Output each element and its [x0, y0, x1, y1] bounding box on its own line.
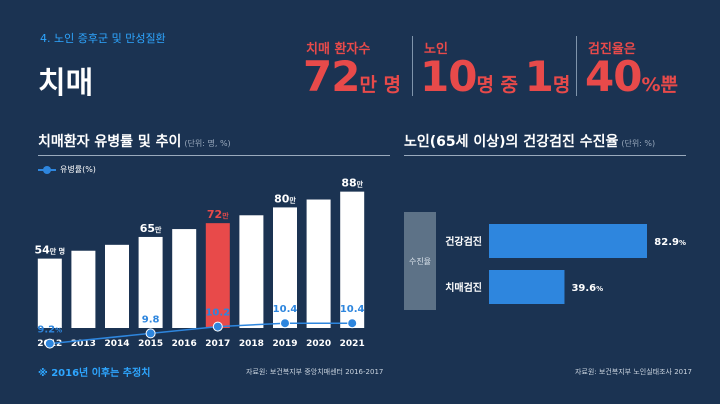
bar-2017: [205, 223, 230, 328]
right-chart-title: 노인(65세 이상)의 건강검진 수진율 (단위: %): [404, 131, 655, 151]
line-point-2021: [347, 318, 358, 329]
stat-label-screening: 검진율은: [588, 42, 636, 57]
hbar-0: [489, 224, 647, 258]
left-chart-rule: [38, 155, 390, 156]
bar-2018: [239, 215, 264, 328]
right-chart-source: 자료원: 보건복지부 노인실태조사 2017: [575, 368, 693, 376]
line-point-2019: [280, 318, 290, 329]
stat-value-elderly: 10명 중 1명: [420, 52, 570, 101]
left-chart-title-text: 치매환자 유병률 및 추이: [38, 134, 182, 150]
bar-label-2015: 65만: [140, 222, 162, 235]
bar-2012: [37, 258, 62, 328]
stat-unit: %뿐: [641, 74, 678, 96]
left-chart-title: 치매환자 유병률 및 추이 (단위: 명, %): [38, 131, 231, 151]
legend: 유병률(%): [38, 164, 96, 175]
x-tick-2015: 2015: [138, 339, 163, 349]
x-tick-2021: 2021: [340, 339, 365, 349]
line-label-2017: 10.2: [205, 308, 230, 319]
x-tick-2014: 2014: [104, 339, 129, 349]
stat-divider: [576, 36, 577, 96]
line-label-2021: 10.4: [340, 304, 365, 315]
category-label-1: 치매검진: [445, 281, 482, 294]
stat-unit: 명: [552, 74, 571, 96]
hbar-1: [489, 270, 565, 304]
stat-number: 40: [585, 52, 642, 101]
page-title: 치매: [38, 66, 94, 101]
category-label-0: 건강검진: [445, 235, 482, 248]
stat-number: 1: [524, 52, 554, 101]
left-chart-unit: (단위: 명, %): [184, 139, 231, 148]
bar-2013: [71, 250, 96, 328]
hbar-label-1: 39.6%: [571, 283, 603, 294]
bar-2014: [105, 244, 129, 328]
group-label-box: [404, 212, 436, 310]
legend-line-icon: [38, 165, 56, 174]
line-label-2019: 10.4: [273, 304, 298, 315]
bar-2021: [340, 191, 365, 328]
line-point-2015: [145, 328, 156, 339]
stat-number: 72: [303, 52, 360, 101]
bar-label-2019: 80만: [274, 192, 296, 205]
legend-label: 유병률(%): [60, 165, 96, 174]
bar-2020: [306, 199, 331, 328]
line-point-2012: [44, 338, 55, 349]
stat-number: 10: [420, 52, 477, 101]
x-tick-2018: 2018: [239, 339, 264, 349]
stat-value-patients: 72만 명: [303, 52, 401, 101]
bar-2016: [172, 229, 197, 328]
line-label-2012: 9.2%: [37, 325, 62, 336]
bar-label-2017: 72만: [207, 208, 229, 221]
stat-unit: 만 명: [359, 74, 402, 96]
x-tick-2013: 2013: [71, 339, 96, 349]
stat-unit: 명 중: [476, 74, 525, 96]
left-chart: 2012201320142015201620172018201920202021…: [34, 177, 364, 349]
stat-value-screening: 40%뿐: [585, 52, 678, 101]
stat-label-patients: 치매 환자수: [306, 42, 371, 57]
footnote: ※ 2016년 이후는 추정치: [38, 368, 151, 379]
stat-label-elderly: 노인: [424, 42, 448, 57]
x-tick-2019: 2019: [272, 339, 297, 349]
line-point-2017: [212, 321, 223, 332]
hbar-label-0: 82.9%: [654, 237, 686, 248]
right-chart-rule: [404, 155, 686, 156]
line-label-2015: 9.8: [142, 314, 160, 325]
x-tick-2017: 2017: [205, 339, 230, 349]
left-chart-source: 자료원: 보건복지부 중앙치매센터 2016-2017: [246, 368, 384, 376]
right-chart-unit: (단위: %): [621, 139, 656, 148]
bar-label-2012: 54만 명: [34, 244, 65, 257]
bar-label-2021: 88만: [341, 177, 363, 190]
group-label: 수진율: [409, 256, 431, 266]
bar-2015: [138, 236, 163, 328]
bar-2019: [273, 207, 297, 328]
right-chart-title-text: 노인(65세 이상)의 건강검진 수진율: [404, 134, 619, 150]
stat-divider: [412, 36, 413, 96]
section-label: 4. 노인 증후군 및 만성질환: [40, 32, 166, 45]
x-tick-2016: 2016: [172, 339, 197, 349]
x-tick-2020: 2020: [306, 339, 331, 349]
right-chart: 수진율 건강검진 82.9% 치매검진 39.6%: [404, 212, 686, 310]
